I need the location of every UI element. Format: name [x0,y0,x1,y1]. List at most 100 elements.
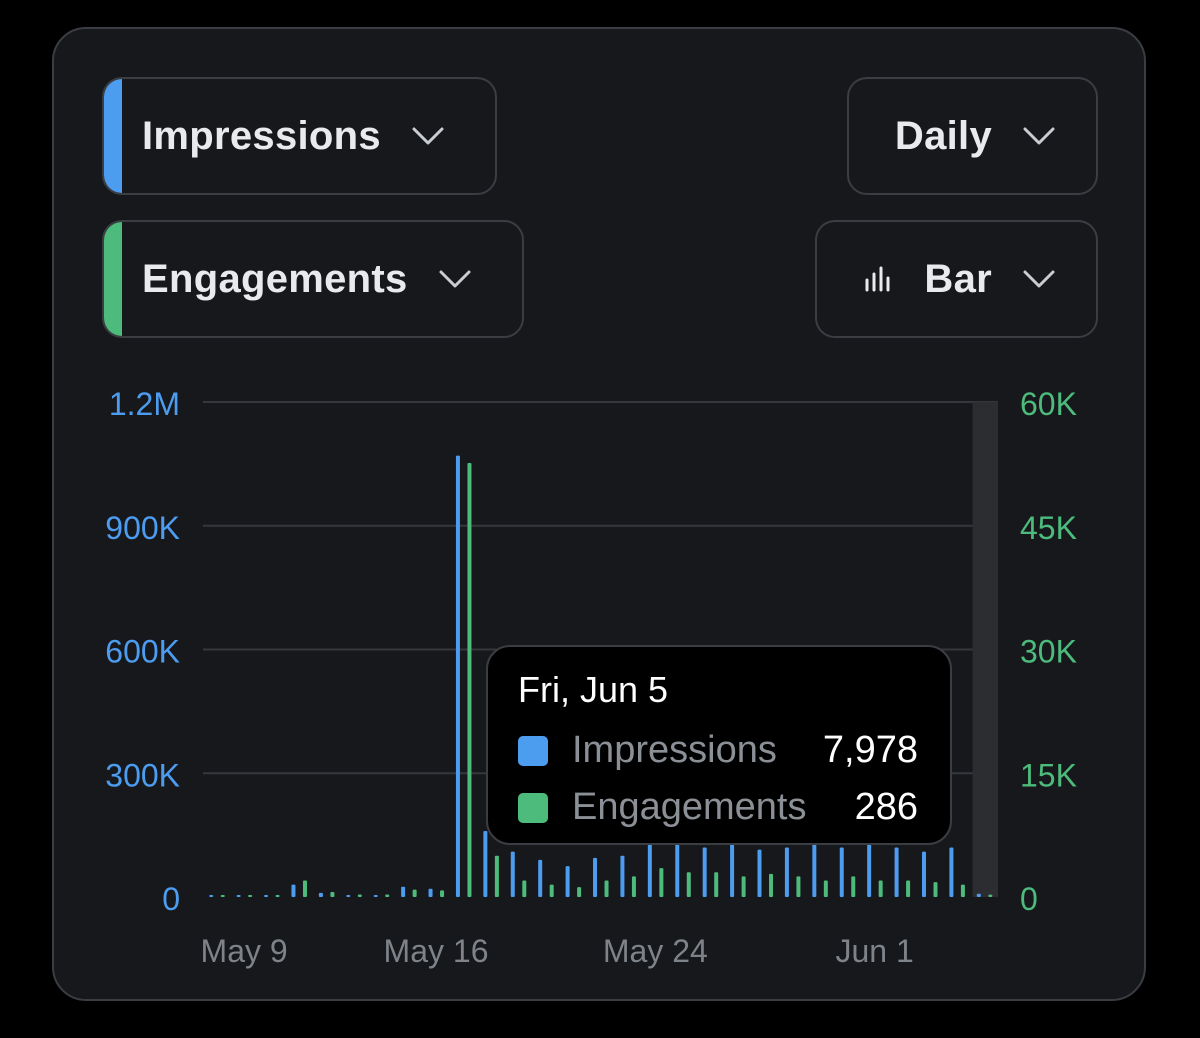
bar-impressions-8 [428,888,433,897]
bar-impressions-28 [976,893,981,897]
bar-engagements-15 [631,876,636,897]
tooltip-series-value: 286 [854,786,918,828]
bar-impressions-2 [264,895,269,897]
chevron-down-icon [412,127,444,145]
bar-impressions-6 [373,895,378,897]
bar-impressions-11 [510,851,515,897]
y-left-tick-label: 900K [105,510,180,546]
bar-engagements-1 [248,895,253,897]
y-left-tick-label: 300K [105,757,180,793]
hover-column [972,402,998,897]
bar-engagements-18 [714,872,719,897]
bar-engagements-6 [385,894,390,897]
bar-impressions-12 [538,859,543,897]
bar-impressions-18 [702,847,707,897]
bar-engagements-3 [302,880,307,897]
bar-impressions-5 [346,894,351,897]
bar-engagements-28 [988,894,993,897]
x-tick-label: May 24 [603,933,708,969]
bar-impressions-3 [291,884,296,897]
bar-engagements-20 [769,873,774,897]
bar-impressions-26 [921,851,926,897]
bar-impressions-16 [647,839,652,897]
metric-color-bar-impressions [104,79,122,193]
y-left-tick-label: 600K [105,634,180,670]
chevron-down-icon [439,270,471,288]
bar-engagements-8 [440,890,445,897]
bar-engagements-26 [933,882,938,897]
tooltip-series-value: 7,978 [822,729,918,771]
bar-impressions-7 [401,886,406,897]
bar-impressions-25 [894,847,899,897]
chart-axes: 0 0 300K 15K 600K 30K 900K 45K 1.2M 60K May 9 May 1… [105,386,1077,969]
tooltip-swatch-impressions [518,736,548,766]
metric-selector-label: Impressions [142,113,381,158]
tooltip-series-name: Impressions [572,729,777,771]
bar-engagements-13 [577,887,582,897]
y-right-tick-label: 30K [1020,634,1077,670]
interval-selector-label: Daily [894,113,992,158]
bar-engagements-25 [906,880,911,897]
y-right-tick-label: 60K [1020,386,1077,422]
bar-impressions-1 [236,895,241,897]
bar-engagements-17 [686,872,691,897]
bar-impressions-23 [839,847,844,897]
tooltip-row-impressions: Impressions 7,978 [518,729,918,775]
metric-selector-label: Engagements [142,256,408,301]
bar-engagements-24 [878,880,883,897]
bar-engagements-16 [659,868,664,897]
bar-engagements-23 [851,876,856,897]
chart-tooltip: Fri, Jun 5 Impressions 7,978 Engagements… [486,645,952,845]
y-right-tick-label: 15K [1020,757,1077,793]
tooltip-series-name: Engagements [572,786,807,828]
interval-selector[interactable]: Daily [847,77,1098,195]
tooltip-row-engagements: Engagements 286 [518,786,918,832]
bar-engagements-9 [467,463,472,897]
bar-impressions-22 [812,843,817,897]
bar-impressions-14 [593,857,598,897]
bar-impressions-13 [565,866,570,897]
bar-chart-icon [865,266,890,292]
bar-engagements-22 [823,880,828,897]
bar-impressions-4 [318,892,323,897]
bar-impressions-27 [949,847,954,897]
tooltip-date: Fri, Jun 5 [518,669,669,710]
bar-engagements-4 [330,892,335,897]
metric-selector-engagements[interactable]: Engagements [102,220,524,338]
bar-impressions-17 [675,839,680,897]
x-tick-label: May 9 [201,933,288,969]
chart-type-selector-label: Bar [924,256,992,301]
x-tick-label: Jun 1 [835,933,913,969]
bar-engagements-2 [275,895,280,897]
y-left-tick-label: 0 [162,881,180,917]
y-left-tick-label: 1.2M [109,386,180,422]
x-tick-label: May 16 [384,933,489,969]
bar-impressions-24 [867,843,872,897]
chart-bars [209,455,993,897]
bar-engagements-5 [357,894,362,897]
bar-impressions-21 [784,847,789,897]
bar-engagements-0 [220,895,225,897]
bar-engagements-21 [796,876,801,897]
y-right-tick-label: 0 [1020,881,1038,917]
bar-engagements-14 [604,880,609,897]
bar-impressions-9 [455,455,460,897]
metric-selector-impressions[interactable]: Impressions [102,77,497,195]
tooltip-swatch-engagements [518,793,548,823]
bar-engagements-7 [412,889,417,897]
bar-impressions-20 [757,849,762,897]
bar-engagements-10 [494,855,499,897]
chart-type-selector[interactable]: Bar [815,220,1098,338]
chart-hover-highlight [972,402,998,897]
chevron-down-icon [1023,270,1055,288]
bar-engagements-19 [741,876,746,897]
bar-impressions-19 [730,843,735,897]
metric-color-bar-engagements [104,222,122,336]
bar-impressions-10 [483,831,488,897]
y-right-tick-label: 45K [1020,510,1077,546]
bar-engagements-11 [522,880,527,897]
bar-engagements-12 [549,884,554,897]
bar-engagements-27 [960,884,965,897]
chevron-down-icon [1023,127,1055,145]
